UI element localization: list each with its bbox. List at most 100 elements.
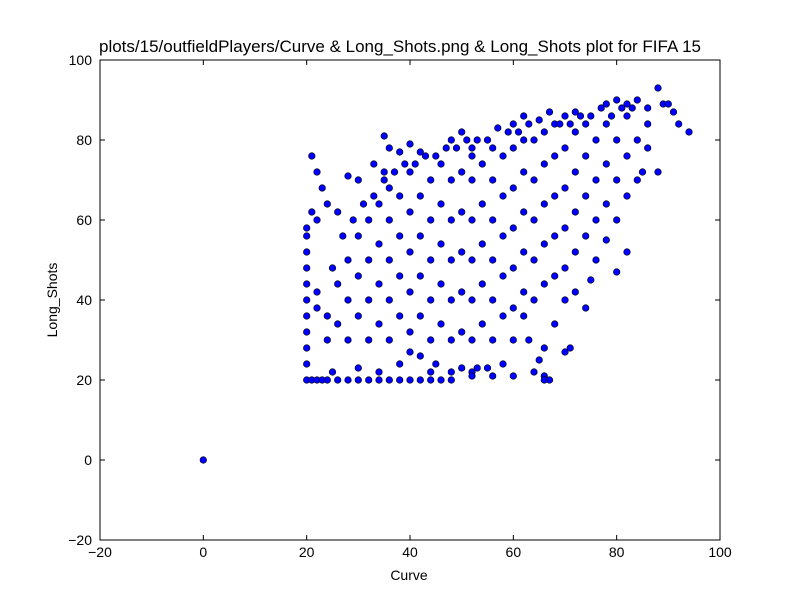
data-point	[437, 376, 445, 384]
data-point	[504, 128, 512, 136]
data-point	[633, 136, 641, 144]
data-point	[571, 108, 579, 116]
data-point	[375, 320, 383, 328]
data-point	[458, 328, 466, 336]
data-point	[458, 288, 466, 296]
data-point	[566, 344, 574, 352]
data-point	[349, 216, 357, 224]
data-point	[303, 248, 311, 256]
data-point	[499, 192, 507, 200]
data-point	[339, 232, 347, 240]
data-point	[365, 256, 373, 264]
data-point	[313, 288, 321, 296]
data-point	[633, 96, 641, 104]
data-point	[328, 264, 337, 272]
data-point	[427, 336, 435, 344]
data-point	[447, 216, 455, 224]
data-point	[303, 360, 311, 368]
data-point	[458, 168, 466, 176]
data-point	[509, 336, 517, 344]
data-point	[406, 248, 414, 256]
data-point	[597, 104, 605, 112]
data-point	[359, 200, 368, 208]
data-point	[623, 100, 631, 108]
data-point	[545, 108, 554, 116]
data-point	[468, 176, 476, 184]
data-point	[576, 112, 585, 120]
data-point	[540, 128, 548, 136]
data-point	[401, 160, 409, 168]
data-point	[535, 356, 543, 364]
data-point	[520, 136, 528, 144]
data-point	[396, 376, 404, 384]
data-point	[365, 216, 373, 224]
data-point	[483, 136, 492, 144]
data-point	[530, 216, 538, 224]
data-point	[592, 256, 600, 264]
data-point	[406, 168, 414, 176]
data-point	[354, 272, 362, 280]
data-point	[633, 176, 641, 184]
data-point	[602, 120, 610, 128]
data-point	[323, 312, 331, 320]
data-point	[489, 336, 497, 344]
data-point	[344, 172, 352, 180]
data-point	[478, 320, 486, 328]
data-point	[520, 288, 528, 296]
y-tick-label: 0	[84, 452, 92, 468]
data-point	[509, 120, 517, 128]
data-point	[520, 112, 528, 120]
data-point	[509, 144, 517, 152]
data-point	[468, 216, 476, 224]
data-point	[644, 120, 652, 128]
data-point	[582, 120, 590, 128]
data-point	[654, 84, 662, 92]
data-point	[561, 348, 569, 356]
data-point	[354, 364, 362, 372]
data-point	[509, 224, 517, 232]
data-point	[390, 168, 399, 176]
data-point	[551, 232, 559, 240]
data-point	[385, 256, 393, 264]
data-point	[365, 376, 373, 384]
data-point	[375, 280, 383, 288]
data-point	[566, 120, 574, 128]
data-point	[463, 136, 471, 144]
y-tick-label: 80	[76, 132, 92, 148]
data-point	[411, 160, 419, 168]
data-point	[375, 200, 383, 208]
data-point	[385, 376, 393, 384]
data-point	[530, 256, 538, 264]
data-point	[582, 152, 590, 160]
data-point	[473, 364, 481, 372]
data-point	[561, 296, 569, 304]
data-point	[365, 336, 373, 344]
data-point	[525, 336, 533, 344]
data-point	[447, 176, 455, 184]
data-point	[530, 176, 538, 184]
data-point	[540, 376, 548, 384]
data-point	[499, 272, 507, 280]
data-point	[478, 200, 486, 208]
x-tick-label: −20	[88, 544, 112, 560]
x-tick-label: 80	[609, 544, 625, 560]
data-point	[303, 232, 311, 240]
data-point	[561, 112, 569, 120]
data-point	[323, 376, 331, 384]
data-point	[602, 200, 610, 208]
data-point	[489, 144, 497, 152]
data-point	[447, 136, 455, 144]
data-point	[354, 312, 362, 320]
data-point	[406, 288, 414, 296]
data-point	[458, 128, 466, 136]
data-point	[473, 136, 481, 144]
data-point	[344, 296, 352, 304]
data-point	[551, 272, 559, 280]
data-point	[354, 232, 362, 240]
data-point	[520, 208, 528, 216]
chart-title: plots/15/outfieldPlayers/Curve & Long_Sh…	[99, 37, 701, 56]
data-point	[483, 364, 492, 372]
data-point	[427, 296, 435, 304]
data-point	[375, 376, 383, 384]
data-point	[406, 208, 414, 216]
